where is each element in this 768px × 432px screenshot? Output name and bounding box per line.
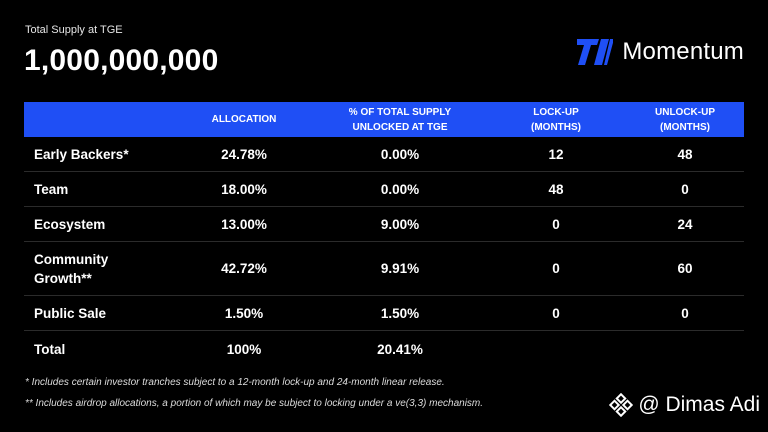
table-row: Community Growth** 42.72% 9.91% 0 60: [24, 241, 744, 296]
row-unlock: 0: [626, 295, 744, 331]
row-name: Ecosystem: [24, 206, 174, 242]
table-row: Early Backers* 24.78% 0.00% 12 48: [24, 137, 744, 172]
binance-diamond-icon: [609, 393, 634, 417]
row-name: Community Growth**: [24, 241, 174, 296]
table-header-row: ALLOCATION % OF TOTAL SUPPLY UNLOCKED AT…: [24, 102, 744, 137]
row-unlocked-at-tge: 9.00%: [314, 206, 486, 242]
header-unlock: UNLOCK-UP (MONTHS): [626, 102, 744, 137]
momentum-logo-icon: [577, 39, 614, 65]
header-lockup: LOCK-UP (MONTHS): [486, 102, 626, 137]
row-unlocked-at-tge: 9.91%: [314, 241, 486, 296]
row-lockup: 0: [486, 206, 626, 242]
row-lockup: 12: [486, 137, 626, 172]
brand-name: Momentum: [622, 38, 744, 65]
row-unlock: 24: [626, 206, 744, 242]
row-unlocked-at-tge: 0.00%: [314, 171, 486, 207]
row-unlock: 48: [626, 137, 744, 172]
row-lockup: 0: [486, 295, 626, 331]
brand: Momentum: [577, 38, 744, 66]
footnote-early-backers: * Includes certain investor tranches sub…: [25, 377, 445, 388]
table-row: Public Sale 1.50% 1.50% 0 0: [24, 295, 744, 331]
watermark: @ Dimas Adi: [609, 393, 760, 417]
row-allocation: 18.00%: [174, 171, 314, 207]
row-allocation: 42.72%: [174, 241, 314, 296]
row-allocation: 13.00%: [174, 206, 314, 242]
header-allocation: ALLOCATION: [174, 102, 314, 137]
footnote-community-growth: ** Includes airdrop allocations, a porti…: [25, 398, 484, 409]
table-row: Ecosystem 13.00% 9.00% 0 24: [24, 206, 744, 242]
row-unlocked-at-tge: 0.00%: [314, 137, 486, 172]
row-name: Team: [24, 171, 174, 207]
table-row-total: Total 100% 20.41%: [24, 331, 744, 368]
header-unlocked-at-tge: % OF TOTAL SUPPLY UNLOCKED AT TGE: [314, 102, 486, 137]
row-lockup: [486, 331, 626, 368]
row-unlock: [626, 331, 744, 368]
header-empty: [24, 102, 174, 137]
tokenomics-table: ALLOCATION % OF TOTAL SUPPLY UNLOCKED AT…: [24, 102, 744, 367]
row-lockup: 0: [486, 241, 626, 296]
row-unlocked-at-tge: 1.50%: [314, 295, 486, 331]
row-allocation: 100%: [226, 341, 262, 357]
row-unlock: 0: [626, 171, 744, 207]
total-supply-value: 1,000,000,000: [24, 44, 219, 77]
row-unlock: 60: [626, 241, 744, 296]
row-name: Total: [34, 341, 66, 357]
table-row: Team 18.00% 0.00% 48 0: [24, 171, 744, 207]
watermark-text: @ Dimas Adi: [638, 393, 760, 416]
row-unlocked-at-tge: 20.41%: [377, 341, 423, 357]
row-lockup: 48: [486, 171, 626, 207]
total-supply-label: Total Supply at TGE: [25, 24, 123, 36]
row-name: Early Backers*: [24, 137, 174, 172]
row-allocation: 1.50%: [174, 295, 314, 331]
row-allocation: 24.78%: [174, 137, 314, 172]
row-name: Public Sale: [24, 295, 174, 331]
